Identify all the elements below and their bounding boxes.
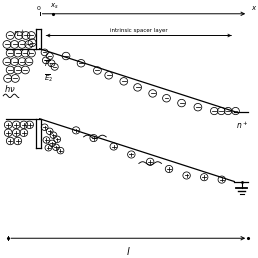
Text: $x_s$: $x_s$ [50,2,59,11]
Text: $n^+$: $n^+$ [13,27,26,39]
Text: $\overline{E}_2$: $\overline{E}_2$ [44,72,53,84]
Text: 0: 0 [36,6,40,11]
Text: intrinsic spacer layer: intrinsic spacer layer [110,28,168,33]
Text: $x$: $x$ [251,4,257,12]
Text: $h\nu$: $h\nu$ [4,83,15,94]
Text: $l$: $l$ [126,245,131,257]
Text: $\overline{F}_1$: $\overline{F}_1$ [44,59,53,70]
Text: $n^+$: $n^+$ [236,119,248,131]
